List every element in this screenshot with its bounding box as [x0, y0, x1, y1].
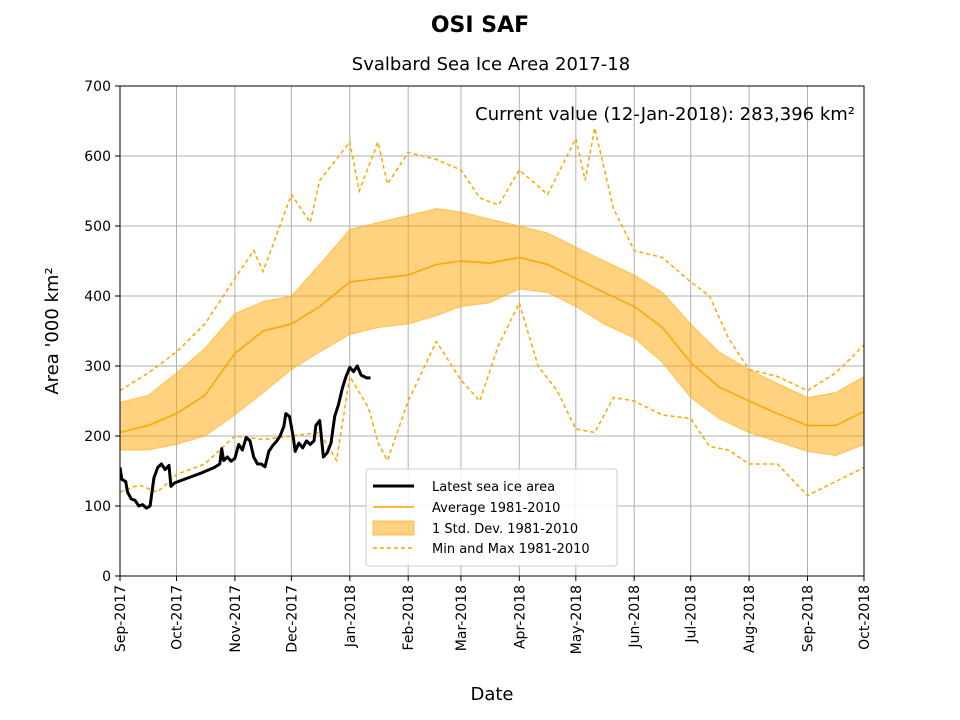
- y-tick-label: 600: [84, 149, 111, 165]
- x-tick-label: Nov-2017: [228, 585, 244, 653]
- x-tick-label: Sep-2017: [113, 585, 129, 652]
- plot-frame: [119, 85, 865, 577]
- y-axis: 0 100 200 300 400 500 600 700: [84, 79, 120, 585]
- x-tick-label: May-2018: [569, 585, 585, 654]
- legend-label-minmax: Min and Max 1981-2010: [432, 542, 590, 557]
- plot-area: [120, 127, 864, 510]
- y-tick-label: 200: [84, 429, 111, 445]
- y-axis-label: Area '000 km²: [42, 267, 63, 394]
- std-dev-band: [120, 207, 864, 457]
- legend-label-std: 1 Std. Dev. 1981-2010: [432, 522, 578, 537]
- x-axis-label: Date: [470, 684, 513, 705]
- average-line: [120, 256, 864, 434]
- x-tick-label: Mar-2018: [454, 585, 470, 651]
- y-tick-label: 700: [84, 79, 111, 95]
- x-tick-label: Oct-2017: [170, 585, 186, 650]
- y-tick-label: 100: [84, 499, 111, 515]
- y-tick-label: 500: [84, 219, 111, 235]
- y-tick-label: 300: [84, 359, 111, 375]
- x-tick-label: Jun-2018: [627, 585, 643, 649]
- max-line: [120, 127, 864, 392]
- x-tick-label: Jan-2018: [343, 585, 359, 648]
- min-line: [120, 300, 864, 497]
- x-axis: Sep-2017 Oct-2017 Nov-2017 Dec-2017 Jan-2018…: [113, 576, 873, 654]
- latest-sea-ice-line: [120, 364, 371, 510]
- x-tick-label: Aug-2018: [742, 585, 758, 653]
- current-value-annotation: Current value (12-Jan-2018): 283,396 km²: [475, 104, 855, 125]
- y-tick-label: 0: [102, 569, 111, 585]
- x-tick-label: Feb-2018: [401, 585, 417, 650]
- x-tick-label: Sep-2018: [801, 585, 817, 652]
- x-tick-label: Jul-2018: [684, 585, 700, 644]
- legend-box: [365, 468, 618, 567]
- legend-label-latest: Latest sea ice area: [432, 480, 555, 495]
- y-tick-label: 400: [84, 289, 111, 305]
- x-tick-label: Apr-2018: [512, 585, 528, 649]
- chart-title: OSI SAF: [431, 13, 529, 38]
- chart-subtitle: Svalbard Sea Ice Area 2017-18: [352, 54, 630, 75]
- legend-swatch-std: [372, 520, 415, 536]
- legend-label-average: Average 1981-2010: [432, 501, 560, 516]
- x-tick-label: Oct-2018: [857, 585, 873, 650]
- legend: Latest sea ice area Average 1981-2010 1 …: [365, 468, 618, 567]
- x-tick-label: Dec-2017: [284, 585, 300, 653]
